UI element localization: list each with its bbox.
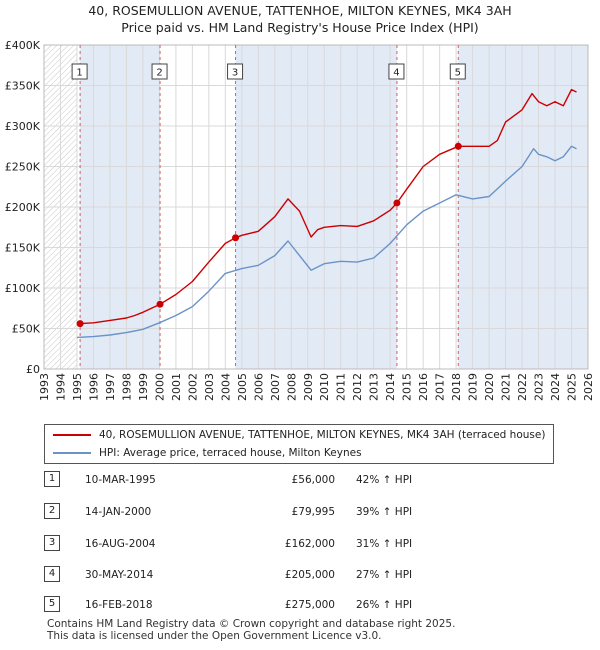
x-tick-label: 2002 bbox=[186, 373, 199, 401]
x-tick-label: 2020 bbox=[483, 373, 496, 401]
transaction-number-badge: 2 bbox=[44, 503, 60, 519]
sale-marker-number: 3 bbox=[232, 68, 238, 79]
table-row: 1 10-MAR-1995 £56,000 42% ↑ HPI bbox=[0, 471, 600, 491]
transaction-hpi-change: 42% ↑ HPI bbox=[356, 474, 413, 486]
transaction-hpi-change: 39% ↑ HPI bbox=[356, 506, 413, 518]
transaction-date: 10-MAR-1995 bbox=[85, 474, 156, 486]
x-tick-label: 2006 bbox=[252, 373, 265, 401]
y-tick-label: £100K bbox=[5, 282, 41, 295]
y-tick-label: £150K bbox=[5, 242, 41, 255]
x-tick-label: 2011 bbox=[335, 373, 348, 401]
x-tick-label: 2003 bbox=[203, 373, 216, 401]
legend-item-hpi: HPI: Average price, terraced house, Milt… bbox=[53, 445, 362, 461]
x-tick-label: 2025 bbox=[566, 373, 579, 401]
transaction-price: £162,000 bbox=[284, 538, 335, 550]
transaction-number-badge: 3 bbox=[44, 535, 60, 551]
chart-title: 40, ROSEMULLION AVENUE, TATTENHOE, MILTO… bbox=[88, 3, 512, 18]
x-tick-label: 2022 bbox=[516, 373, 529, 401]
x-tick-label: 1995 bbox=[71, 373, 84, 401]
transaction-number-badge: 4 bbox=[44, 566, 60, 582]
transaction-number-badge: 1 bbox=[44, 471, 60, 487]
table-row: 3 16-AUG-2004 £162,000 31% ↑ HPI bbox=[0, 535, 600, 555]
x-tick-label: 2019 bbox=[467, 373, 480, 401]
sale-marker-badge bbox=[449, 63, 466, 80]
sale-point bbox=[156, 300, 164, 308]
chart-subtitle: Price paid vs. HM Land Registry's House … bbox=[121, 20, 479, 35]
legend-swatch-property bbox=[53, 434, 91, 436]
y-tick-label: £400K bbox=[5, 39, 41, 52]
y-tick-label: £350K bbox=[5, 80, 41, 93]
transaction-date: 16-FEB-2018 bbox=[85, 599, 153, 611]
table-row: 4 30-MAY-2014 £205,000 27% ↑ HPI bbox=[0, 566, 600, 586]
legend-label-hpi: HPI: Average price, terraced house, Milt… bbox=[99, 447, 362, 459]
x-tick-label: 2013 bbox=[368, 373, 381, 401]
x-tick-label: 2021 bbox=[500, 373, 513, 401]
legend-label-property: 40, ROSEMULLION AVENUE, TATTENHOE, MILTO… bbox=[99, 429, 546, 441]
legend: 40, ROSEMULLION AVENUE, TATTENHOE, MILTO… bbox=[44, 424, 554, 464]
sale-point bbox=[393, 199, 401, 207]
table-row: 5 16-FEB-2018 £275,000 26% ↑ HPI bbox=[0, 596, 600, 616]
x-tick-label: 1999 bbox=[137, 373, 150, 401]
transaction-price: £205,000 bbox=[284, 569, 335, 581]
sale-point bbox=[232, 234, 240, 242]
transaction-date: 30-MAY-2014 bbox=[85, 569, 154, 581]
x-tick-label: 2012 bbox=[351, 373, 364, 401]
x-tick-label: 2001 bbox=[170, 373, 183, 401]
x-tick-label: 1996 bbox=[87, 373, 100, 401]
x-tick-label: 2004 bbox=[219, 373, 232, 401]
footer-copyright: Contains HM Land Registry data © Crown c… bbox=[47, 618, 456, 630]
x-tick-label: 2007 bbox=[269, 373, 282, 401]
x-tick-label: 2024 bbox=[549, 373, 562, 401]
sale-marker-number: 5 bbox=[455, 68, 461, 79]
transaction-price: £275,000 bbox=[284, 599, 335, 611]
y-tick-label: £250K bbox=[5, 161, 41, 174]
sale-marker-badge bbox=[71, 63, 88, 80]
price-chart: £0 £50K £100K £150K £200K £250K £300K £350K £400… bbox=[5, 39, 595, 401]
x-tick-label: 2023 bbox=[533, 373, 546, 401]
y-tick-label: £0 bbox=[26, 363, 40, 376]
y-tick-label: £300K bbox=[5, 120, 41, 133]
x-tick-label: 1997 bbox=[104, 373, 117, 401]
sale-point bbox=[454, 142, 462, 150]
x-tick-label: 2000 bbox=[153, 373, 166, 401]
sale-marker-badge bbox=[227, 63, 244, 80]
y-tick-label: £50K bbox=[12, 323, 41, 336]
y-tick-label: £200K bbox=[5, 201, 41, 214]
x-tick-label: 1998 bbox=[120, 373, 133, 401]
sale-marker-badge bbox=[388, 63, 405, 80]
transaction-price: £79,995 bbox=[291, 506, 335, 518]
x-tick-label: 2014 bbox=[384, 373, 397, 401]
x-tick-label: 2010 bbox=[318, 373, 331, 401]
x-tick-label: 2015 bbox=[401, 373, 414, 401]
x-tick-label: 1993 bbox=[38, 373, 51, 401]
x-tick-label: 2009 bbox=[302, 373, 315, 401]
legend-swatch-hpi bbox=[53, 452, 91, 454]
footer-licence: This data is licensed under the Open Gov… bbox=[47, 630, 382, 642]
sale-marker-number: 4 bbox=[393, 68, 399, 79]
x-tick-label: 2005 bbox=[236, 373, 249, 401]
x-tick-label: 2008 bbox=[285, 373, 298, 401]
x-tick-label: 2016 bbox=[417, 373, 430, 401]
x-tick-label: 2018 bbox=[450, 373, 463, 401]
legend-item-property: 40, ROSEMULLION AVENUE, TATTENHOE, MILTO… bbox=[53, 427, 545, 443]
sale-point bbox=[76, 320, 84, 328]
transaction-hpi-change: 26% ↑ HPI bbox=[356, 599, 413, 611]
hpi-line bbox=[76, 145, 577, 339]
sale-marker-number: 2 bbox=[156, 68, 162, 79]
sale-marker-number: 1 bbox=[76, 68, 82, 79]
property-price-line bbox=[80, 88, 577, 325]
sale-marker-badge bbox=[151, 63, 168, 80]
transaction-hpi-change: 27% ↑ HPI bbox=[356, 569, 413, 581]
table-row: 2 14-JAN-2000 £79,995 39% ↑ HPI bbox=[0, 503, 600, 523]
transaction-hpi-change: 31% ↑ HPI bbox=[356, 538, 413, 550]
x-tick-label: 2026 bbox=[582, 373, 595, 401]
x-tick-label: 2017 bbox=[434, 373, 447, 401]
plot-border bbox=[43, 44, 589, 370]
x-tick-label: 1994 bbox=[54, 373, 67, 401]
transaction-date: 16-AUG-2004 bbox=[85, 538, 156, 550]
transaction-number-badge: 5 bbox=[44, 596, 60, 612]
transaction-price: £56,000 bbox=[291, 474, 335, 486]
transaction-date: 14-JAN-2000 bbox=[85, 506, 152, 518]
